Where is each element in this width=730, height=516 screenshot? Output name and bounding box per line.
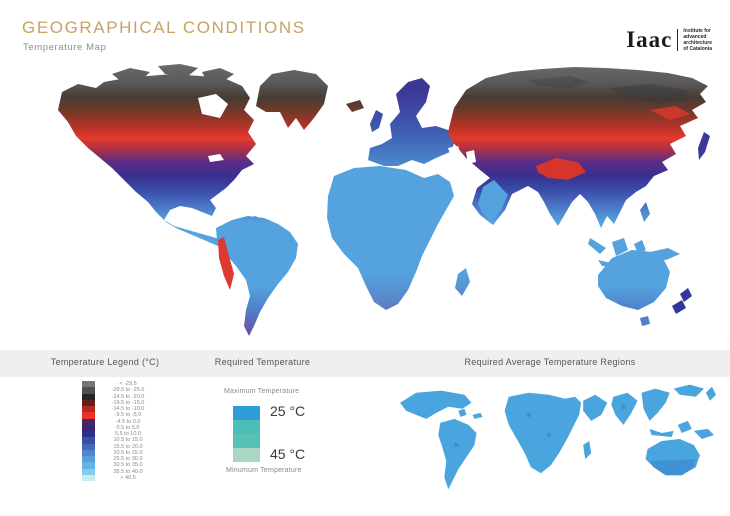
legend-color-swatch [82, 468, 95, 475]
legend-row: 15.5 to 20.0 [82, 443, 152, 450]
legend-range-label: -4.5 to 0.0 [115, 418, 141, 425]
logo-tagline-line: of Catalonia [683, 46, 712, 52]
required-bar-segment [233, 434, 260, 448]
legend-color-swatch [82, 381, 95, 388]
legend-range-label: 25.5 to 30.0 [113, 456, 143, 463]
temperature-legend: < -29.5 -29.5 to -25.0 -24.5 to -20.0 -1… [82, 381, 152, 481]
min-temperature-label: Minumum Temperature [226, 467, 302, 474]
logo-tagline-line: architecture [683, 40, 712, 46]
legend-color-swatch [82, 406, 95, 413]
legend-color-swatch [82, 443, 95, 450]
legend-range-label: -9.5 to -5.0 [114, 412, 142, 419]
legend-range-label: 30.5 to 35.0 [113, 462, 143, 469]
legend-row: -9.5 to -5.0 [82, 412, 152, 419]
legend-row: -4.5 to 0.0 [82, 418, 152, 425]
legend-range-label: -19.5 to -15.0 [111, 399, 145, 406]
legend-row: 5.5 to 10.0 [82, 431, 152, 438]
regions-section-title: Required Average Temperature Regions [464, 357, 636, 367]
required-section-title: Required Temperature [214, 357, 311, 367]
legend-row: -24.5 to -20.0 [82, 393, 152, 400]
legend-range-label: 15.5 to 20.0 [113, 443, 143, 450]
legend-range-label: -24.5 to -20.0 [111, 393, 145, 400]
legend-row: 30.5 to 35.0 [82, 462, 152, 469]
legend-color-swatch [82, 437, 95, 444]
max-temperature-value: 25 °C [270, 403, 306, 419]
legend-section-title: Temperature Legend (°C) [50, 357, 160, 367]
legend-color-swatch [82, 431, 95, 438]
max-temperature-label: Maximum Temperature [224, 388, 300, 395]
required-temperature-bar [233, 406, 260, 462]
iaac-logo: Iaac Institute for advanced architecture of… [626, 28, 712, 52]
logo-divider [677, 29, 679, 51]
legend-row: 10.5 to 15.0 [82, 437, 152, 444]
required-bar-segment [233, 448, 260, 462]
legend-range-label: -29.5 to -25.0 [111, 387, 145, 394]
legend-range-label: 10.5 to 15.0 [113, 437, 143, 444]
legend-row: 20.5 to 25.0 [82, 449, 152, 456]
legend-range-label: < -29.5 [119, 381, 137, 388]
legend-row: 35.5 to 40.0 [82, 468, 152, 475]
legend-row: < -29.5 [82, 381, 152, 388]
legend-color-swatch [82, 462, 95, 469]
legend-range-label: 5.5 to 10.0 [115, 431, 141, 438]
legend-range-label: 35.5 to 40.0 [113, 468, 143, 475]
iaac-wordmark: Iaac [626, 27, 673, 52]
legend-color-swatch [82, 449, 95, 456]
legend-color-swatch [82, 418, 95, 425]
legend-range-label: -14.5 to -10.0 [111, 406, 145, 413]
page-title: GEOGRAPHICAL CONDITIONS [22, 18, 306, 37]
logo-tagline: Institute for advanced architecture of Cata… [683, 28, 712, 52]
required-bar-segment [233, 420, 260, 434]
legend-color-swatch [82, 387, 95, 394]
legend-range-label: > 40.5 [120, 474, 136, 481]
logo-tagline-line: advanced [683, 34, 707, 40]
legend-color-swatch [82, 474, 95, 481]
legend-color-swatch [82, 412, 95, 419]
legend-row: -29.5 to -25.0 [82, 387, 152, 394]
legend-color-swatch [82, 399, 95, 406]
legend-range-label: 0.5 to 5.0 [116, 424, 140, 431]
legend-row: -19.5 to -15.0 [82, 399, 152, 406]
page-subtitle: Temperature Map [23, 42, 107, 53]
min-temperature-value: 45 °C [270, 446, 306, 462]
legend-range-label: 20.5 to 25.0 [113, 449, 143, 456]
legend-color-swatch [82, 393, 95, 400]
legend-row: > 40.5 [82, 474, 152, 481]
world-temperature-map [58, 64, 710, 336]
legend-row: -14.5 to -10.0 [82, 406, 152, 413]
section-header-bar [0, 350, 730, 377]
legend-color-swatch [82, 424, 95, 431]
legend-row: 25.5 to 30.0 [82, 456, 152, 463]
logo-tagline-line: Institute for [683, 28, 711, 34]
required-regions-map [400, 384, 716, 490]
legend-row: 0.5 to 5.0 [82, 424, 152, 431]
legend-color-swatch [82, 456, 95, 463]
required-bar-segment [233, 406, 260, 420]
